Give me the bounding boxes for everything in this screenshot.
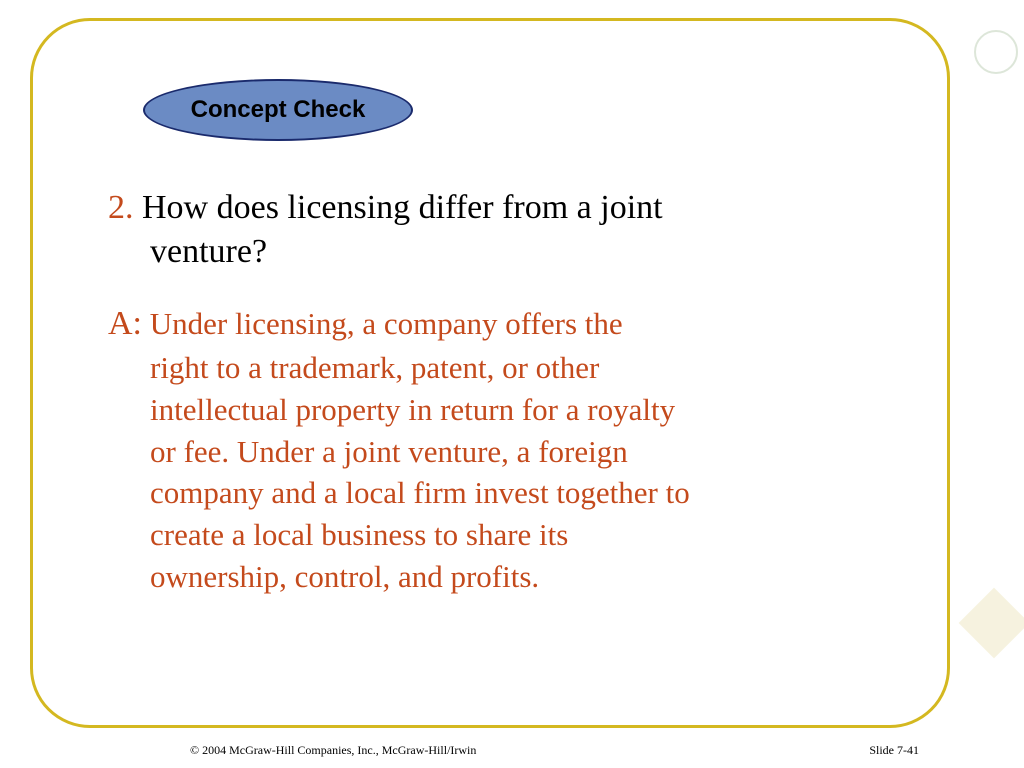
decorative-sidebar	[964, 0, 1024, 768]
slide-frame: Concept Check 2. How does licensing diff…	[30, 18, 950, 728]
footer-slide-number: Slide 7-41	[869, 743, 919, 758]
answer-line5: company and a local firm invest together…	[108, 472, 943, 514]
question-block: 2. How does licensing differ from a join…	[108, 186, 943, 273]
answer-line4: or fee. Under a joint venture, a foreign	[108, 431, 943, 473]
question-text-line1: How does licensing differ from a joint	[134, 189, 663, 226]
answer-label: A:	[108, 305, 142, 342]
question-number: 2.	[108, 189, 134, 226]
title-badge: Concept Check	[143, 79, 413, 141]
slide-content: 2. How does licensing differ from a join…	[108, 186, 943, 598]
footer-copyright: © 2004 McGraw-Hill Companies, Inc., McGr…	[190, 743, 476, 758]
answer-line2: right to a trademark, patent, or other	[108, 347, 943, 389]
slide-title: Concept Check	[191, 96, 366, 124]
answer-block: A: Under licensing, a company offers the…	[108, 301, 943, 598]
question-text-line2: venture?	[150, 233, 267, 270]
answer-line1: Under licensing, a company offers the	[142, 306, 623, 341]
answer-line7: ownership, control, and profits.	[108, 556, 943, 598]
answer-line3: intellectual property in return for a ro…	[108, 389, 943, 431]
answer-line6: create a local business to share its	[108, 514, 943, 556]
